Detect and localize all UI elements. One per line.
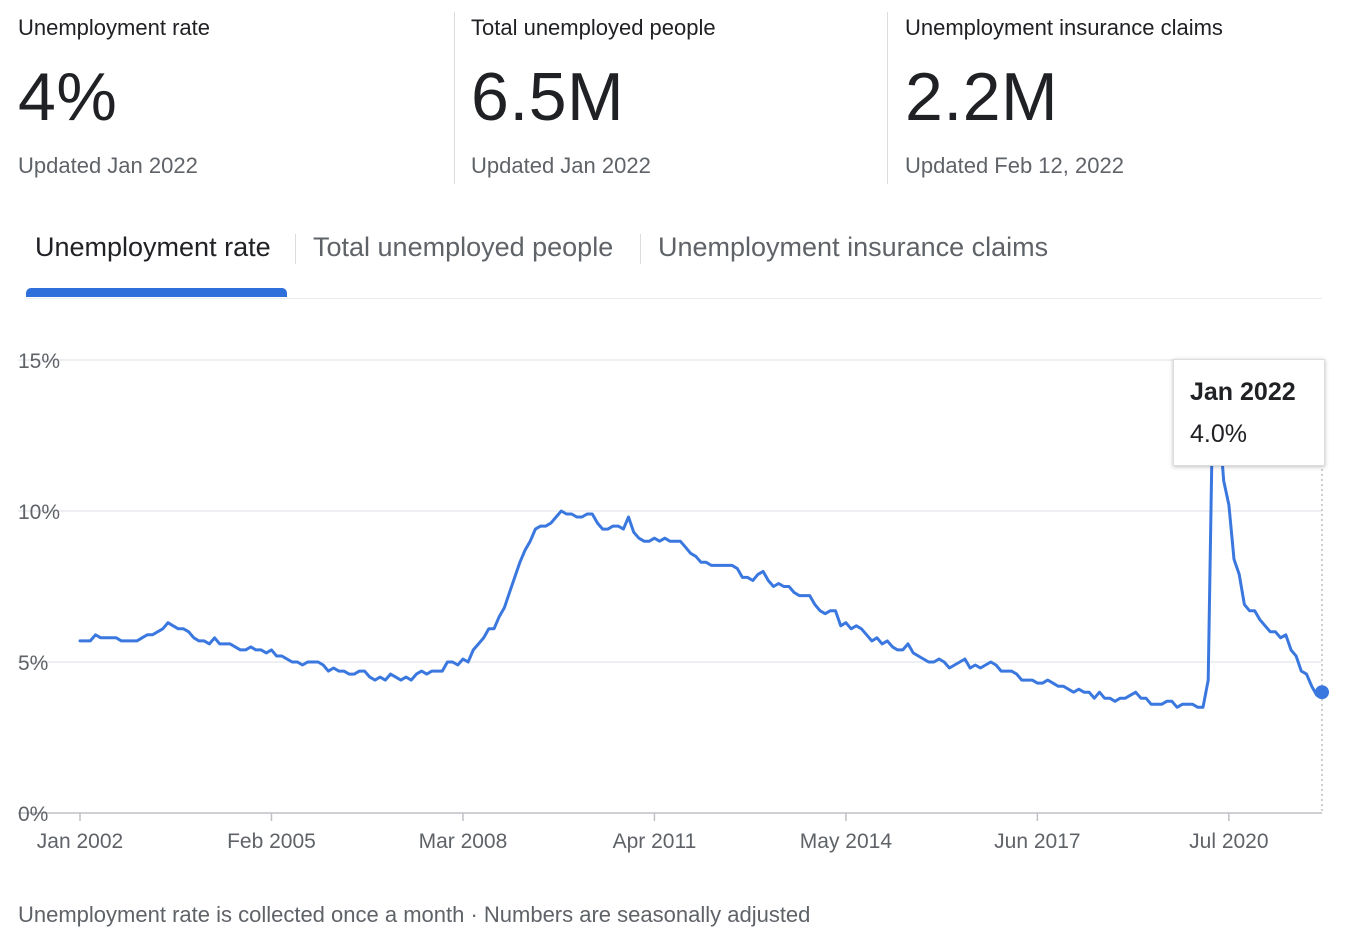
stat-total-unemployed: Total unemployed people 6.5M Updated Jan… — [454, 12, 891, 184]
summary-stats: Unemployment rate 4% Updated Jan 2022 To… — [0, 0, 1348, 200]
y-tick-label: 10% — [18, 501, 60, 524]
x-tick-label: May 2014 — [800, 830, 893, 853]
stat-updated: Updated Jan 2022 — [471, 153, 651, 178]
stat-label: Unemployment rate — [18, 15, 210, 40]
y-tick-label: 5% — [18, 652, 48, 675]
tab-total-unemployed[interactable]: Total unemployed people — [313, 232, 614, 262]
series-line-unemployment-rate — [78, 367, 1324, 709]
active-tab-indicator — [26, 288, 287, 297]
chart-tooltip: Jan 2022 4.0% — [1173, 359, 1325, 466]
tab-divider — [640, 234, 641, 264]
y-tick-label: 0% — [18, 803, 48, 826]
stat-label: Total unemployed people — [471, 15, 716, 40]
x-tick-label: Jul 2020 — [1189, 830, 1268, 853]
x-tick-label: Feb 2005 — [227, 830, 316, 853]
x-tick-label: Apr 2011 — [613, 830, 697, 853]
tab-divider — [295, 234, 296, 264]
highlighted-point — [1315, 685, 1329, 700]
stat-label: Unemployment insurance claims — [905, 15, 1223, 40]
stat-value: 4% — [18, 59, 118, 135]
x-tick-label: Mar 2008 — [419, 830, 508, 853]
unemployment-line-chart[interactable]: 0% 5% 10% 15% Jan 2002 Feb 2005 Mar 2008 Apr 20… — [0, 330, 1348, 870]
chart-footnote: Unemployment rate is collected once a mo… — [18, 902, 811, 927]
x-tick-label: Jan 2002 — [37, 830, 123, 853]
stat-value: 6.5M — [471, 59, 625, 135]
stat-value: 2.2M — [905, 59, 1059, 135]
stat-updated: Updated Feb 12, 2022 — [905, 153, 1124, 178]
stat-updated: Updated Jan 2022 — [18, 153, 198, 178]
tab-insurance-claims[interactable]: Unemployment insurance claims — [658, 232, 1049, 262]
tooltip-date: Jan 2022 — [1190, 378, 1296, 406]
stat-unemployment-rate: Unemployment rate 4% Updated Jan 2022 — [18, 12, 438, 184]
stat-insurance-claims: Unemployment insurance claims 2.2M Updat… — [887, 12, 1345, 184]
tab-unemployment-rate[interactable]: Unemployment rate — [35, 232, 271, 262]
tooltip-value: 4.0% — [1190, 420, 1247, 448]
chart-tabs: Unemployment rate Total unemployed peopl… — [26, 222, 1322, 299]
y-tick-label: 15% — [18, 350, 60, 373]
x-tick-label: Jun 2017 — [994, 830, 1080, 853]
